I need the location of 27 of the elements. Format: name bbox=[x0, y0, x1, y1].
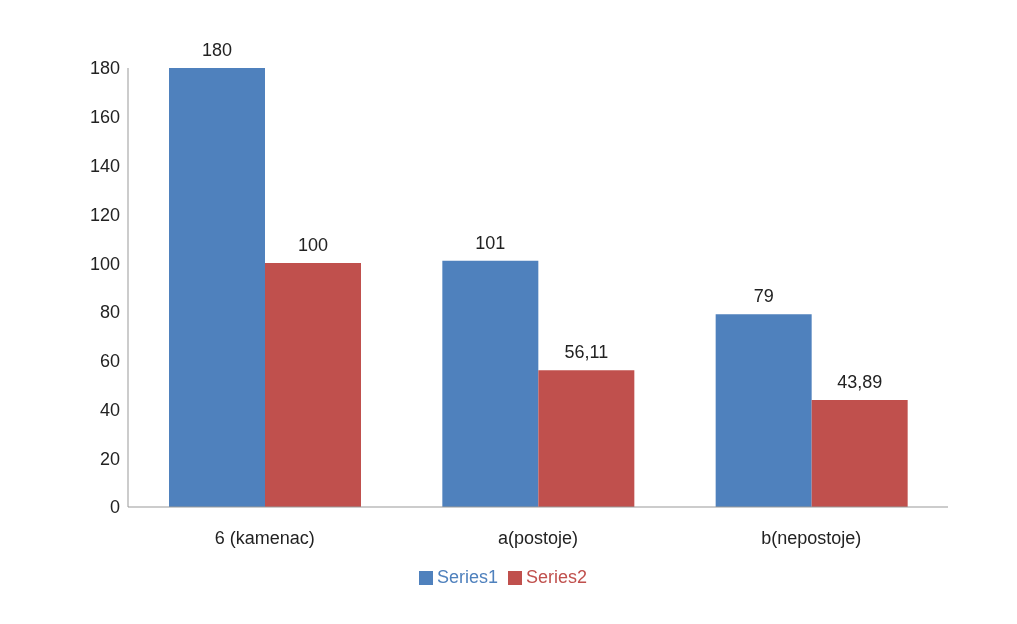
y-tick-label: 0 bbox=[109, 497, 120, 518]
bar bbox=[715, 314, 812, 507]
x-tick-label: b(nepostoje) bbox=[761, 527, 862, 548]
bar bbox=[169, 68, 265, 507]
y-tick-label: 60 bbox=[99, 351, 120, 372]
x-tick-label: a(postoje) bbox=[497, 527, 579, 548]
data-label: 100 bbox=[297, 235, 329, 256]
data-label: 101 bbox=[475, 232, 506, 253]
legend-label: Series2 bbox=[526, 567, 588, 587]
bar bbox=[811, 399, 908, 507]
x-tick-label: 6 (kamenac) bbox=[214, 527, 315, 548]
bar bbox=[538, 370, 635, 507]
y-tick-label: 20 bbox=[99, 448, 120, 469]
data-label: 43,89 bbox=[837, 371, 883, 392]
data-label: 180 bbox=[201, 40, 233, 60]
data-label: 56,11 bbox=[564, 342, 609, 363]
y-tick-label: 120 bbox=[89, 204, 120, 225]
y-tick-label: 140 bbox=[89, 155, 120, 176]
bar bbox=[265, 263, 361, 507]
y-tick-label: 100 bbox=[89, 253, 120, 274]
y-tick-label: 180 bbox=[89, 58, 120, 79]
bar bbox=[442, 260, 539, 507]
y-tick-label: 160 bbox=[89, 107, 120, 128]
data-label: 79 bbox=[753, 286, 774, 307]
y-tick-label: 40 bbox=[99, 399, 120, 420]
y-tick-label: 80 bbox=[99, 302, 120, 323]
legend-label: Series1 bbox=[436, 567, 498, 587]
